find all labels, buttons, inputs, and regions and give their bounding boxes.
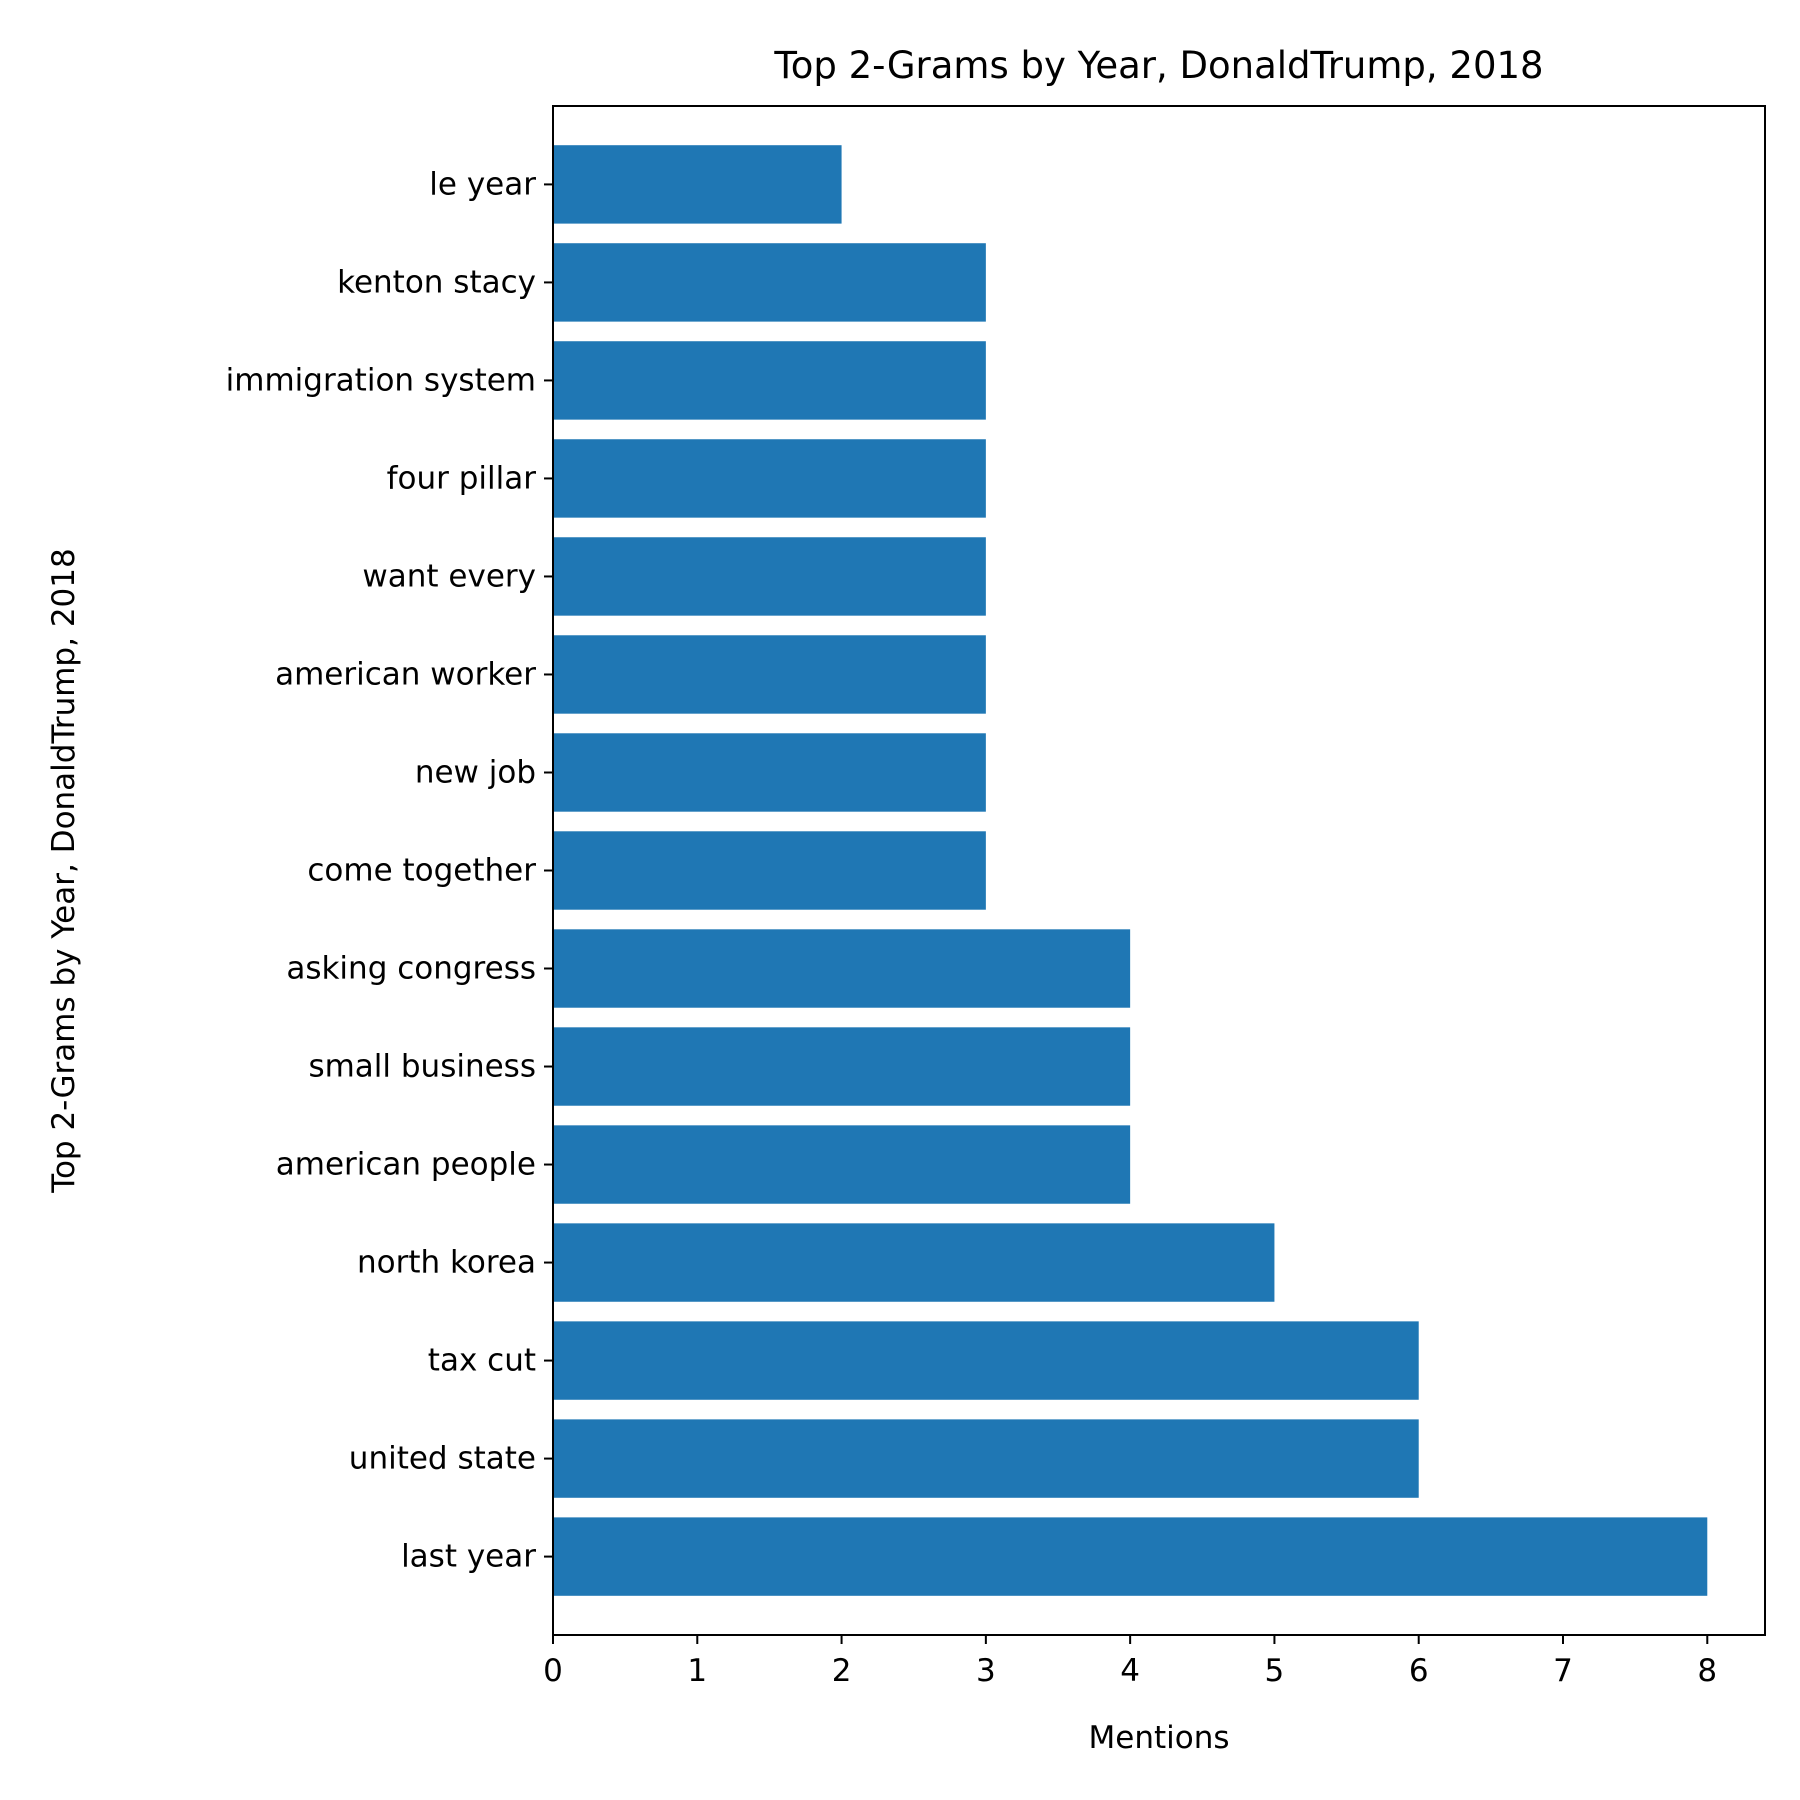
x-tick-label: 0 xyxy=(543,1653,563,1689)
bar xyxy=(553,831,986,910)
x-tick-label: 3 xyxy=(976,1653,996,1689)
bar xyxy=(553,439,986,518)
x-tick-label: 6 xyxy=(1409,1653,1429,1689)
bar xyxy=(553,537,986,616)
y-tick-label: american worker xyxy=(275,656,536,692)
y-tick-label: united state xyxy=(349,1441,536,1477)
bar xyxy=(553,1419,1419,1498)
bar xyxy=(553,1223,1275,1302)
y-tick-label: american people xyxy=(276,1147,536,1183)
y-tick-label: tax cut xyxy=(428,1343,536,1379)
x-tick-label: 5 xyxy=(1265,1653,1285,1689)
x-axis-ticks: 0 1 2 3 4 5 6 7 8 xyxy=(543,1635,1717,1689)
y-tick-label: asking congress xyxy=(286,951,536,987)
x-axis-label: Mentions xyxy=(1089,1720,1230,1756)
x-tick-label: 7 xyxy=(1553,1653,1573,1689)
x-tick-label: 8 xyxy=(1697,1653,1717,1689)
bar xyxy=(553,1125,1131,1204)
bar xyxy=(553,1027,1131,1106)
y-tick-label: last year xyxy=(401,1539,536,1575)
x-tick-label: 4 xyxy=(1120,1653,1140,1689)
y-axis-ticks: last year united state tax cut north korea a… xyxy=(226,166,553,1575)
bar xyxy=(553,1517,1708,1596)
y-tick-label: want every xyxy=(362,558,536,594)
bar xyxy=(553,145,842,224)
bar xyxy=(553,1321,1419,1400)
y-axis-label: Top 2-Grams by Year, DonaldTrump, 2018 xyxy=(46,548,82,1193)
y-tick-label: immigration system xyxy=(226,362,536,398)
y-tick-label: four pillar xyxy=(387,460,537,496)
bar xyxy=(553,341,986,420)
bars-group xyxy=(553,145,1708,1596)
bar xyxy=(553,243,986,322)
bar xyxy=(553,635,986,714)
chart-title: Top 2-Grams by Year, DonaldTrump, 2018 xyxy=(773,44,1543,87)
x-tick-label: 2 xyxy=(832,1653,852,1689)
bar xyxy=(553,929,1131,1008)
x-tick-label: 1 xyxy=(687,1653,707,1689)
y-tick-label: come together xyxy=(307,853,536,889)
y-tick-label: north korea xyxy=(357,1245,536,1281)
bar xyxy=(553,733,986,812)
y-tick-label: small business xyxy=(308,1049,536,1085)
y-tick-label: le year xyxy=(429,166,536,202)
y-tick-label: new job xyxy=(415,754,536,790)
y-tick-label: kenton stacy xyxy=(337,264,536,300)
plot-frame xyxy=(552,105,1766,1636)
